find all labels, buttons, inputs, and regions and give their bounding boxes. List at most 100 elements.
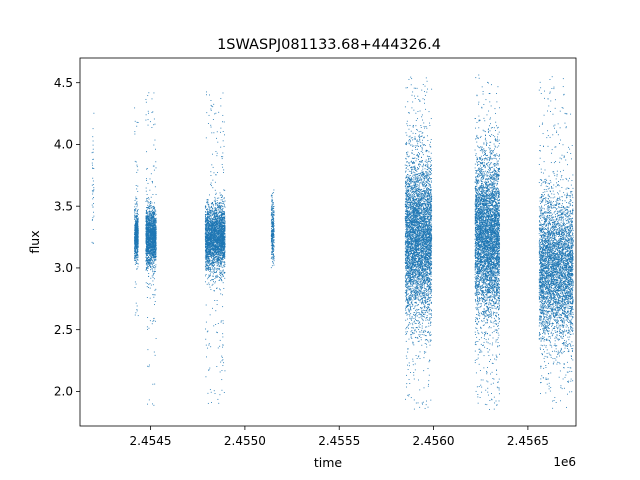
data-point [150,215,152,217]
data-point [210,213,212,215]
data-point [134,247,136,249]
data-point [152,261,154,263]
data-point [216,233,218,235]
data-point [135,221,137,223]
data-point [92,167,94,169]
data-point [223,222,225,224]
data-point [222,121,224,123]
data-point [221,231,223,233]
data-point [147,229,149,231]
data-point [214,300,216,301]
data-point [221,250,223,252]
data-point [147,365,149,367]
data-point [222,206,224,207]
data-point [217,141,219,143]
data-point [208,264,210,266]
data-point [136,235,138,237]
data-point [214,224,216,226]
data-point [155,230,157,232]
data-point [215,259,217,261]
data-point [212,283,214,285]
data-point [137,244,139,245]
data-point [149,205,151,207]
data-point [215,222,217,224]
data-point [145,248,147,250]
data-point [206,259,208,261]
data-point [154,259,155,261]
data-point [155,237,157,239]
data-point [137,169,139,171]
data-point [215,250,217,252]
data-point [216,251,217,253]
data-point [213,390,215,392]
data-point [155,225,157,227]
data-point [152,234,154,236]
data-point [220,271,222,273]
data-point [220,202,222,204]
data-point [216,224,218,225]
data-point [220,208,221,210]
data-point [145,215,147,217]
data-point [135,225,137,227]
data-point [136,224,138,226]
data-point [211,226,213,228]
data-point [145,224,147,226]
data-point [220,246,222,248]
data-point [146,222,148,224]
data-point [219,339,221,341]
data-point [223,250,225,252]
data-point [136,230,137,232]
data-point [220,212,222,214]
data-point [155,226,156,228]
data-point [213,235,215,237]
data-point [148,250,149,251]
data-point [134,236,136,238]
data-point [223,243,225,245]
data-point [222,213,223,215]
data-point [146,245,147,247]
data-point [204,254,206,256]
data-point [137,220,139,222]
data-point [205,252,207,254]
data-point [155,243,157,245]
data-point [204,257,206,259]
data-point [147,270,148,272]
data-point [155,218,157,220]
data-point [219,233,221,235]
data-point [206,222,208,224]
data-point [205,206,207,208]
data-point [154,223,156,225]
data-point [155,193,157,195]
data-point [151,228,152,230]
data-point [149,233,151,235]
data-point [155,250,157,252]
data-point [147,217,149,219]
data-point [217,224,219,226]
data-point [218,218,220,220]
data-point [150,234,152,236]
data-point [221,379,223,381]
data-point [154,236,156,238]
data-point [136,310,138,312]
data-point [93,189,95,191]
data-point [134,215,136,217]
data-point [92,128,94,130]
data-point [205,221,207,223]
data-point [209,224,211,226]
data-point [137,246,139,248]
data-point [146,167,148,169]
data-point [218,202,220,204]
data-point [210,262,212,264]
data-point [207,255,209,257]
data-point [218,238,220,239]
data-point [212,234,213,236]
data-point [147,208,148,210]
data-point [147,204,149,206]
data-point [215,217,217,219]
data-point [221,266,223,268]
data-point [147,234,149,236]
data-point [135,217,137,219]
data-point [208,369,210,371]
data-point [152,268,153,270]
data-point [147,349,149,351]
